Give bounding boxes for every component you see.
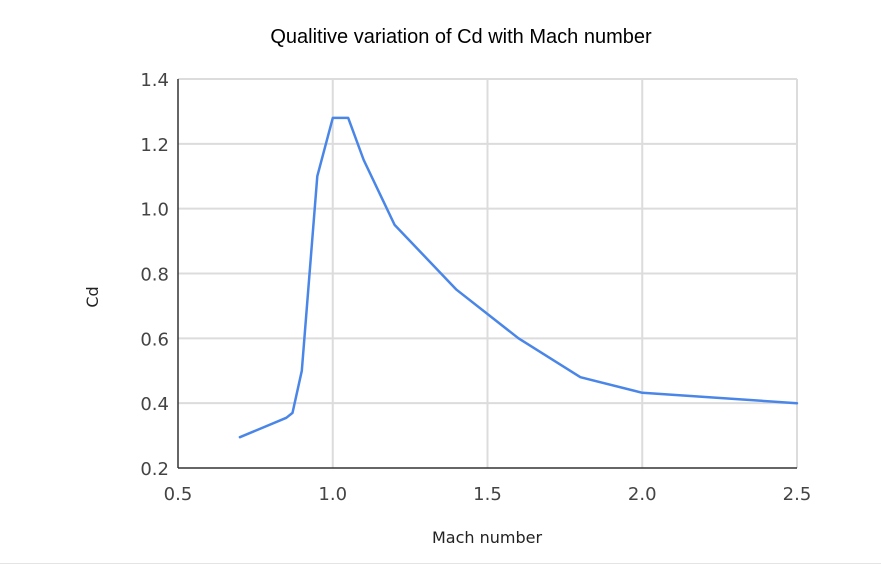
x-tick-label: 0.5	[164, 484, 193, 505]
y-tick-label: 0.8	[140, 265, 169, 286]
y-tick-label: 1.2	[140, 135, 169, 156]
y-tick-label: 1.0	[140, 200, 169, 221]
tick-labels: 0.5 1.0 1.5 2.0 2.5 0.2 0.4 0.6 0.8 1.0 1.2 1.4	[140, 70, 811, 505]
y-tick-label: 0.6	[140, 329, 169, 350]
x-tick-label: 1.5	[473, 484, 502, 505]
y-tick-label: 0.2	[140, 459, 169, 480]
gridlines	[178, 78, 798, 468]
x-axis-label: Mach number	[432, 528, 543, 547]
y-axis-label: Cd	[83, 286, 102, 307]
x-tick-label: 2.5	[783, 484, 812, 505]
y-tick-label: 0.4	[140, 394, 169, 415]
x-tick-label: 1.0	[318, 484, 347, 505]
axes	[177, 79, 797, 469]
cd-series-line	[238, 116, 799, 439]
chart-title: Qualitive variation of Cd with Mach numb…	[270, 26, 652, 48]
x-tick-label: 2.0	[628, 484, 657, 505]
series-layer	[238, 116, 799, 439]
y-tick-label: 1.4	[140, 70, 169, 91]
